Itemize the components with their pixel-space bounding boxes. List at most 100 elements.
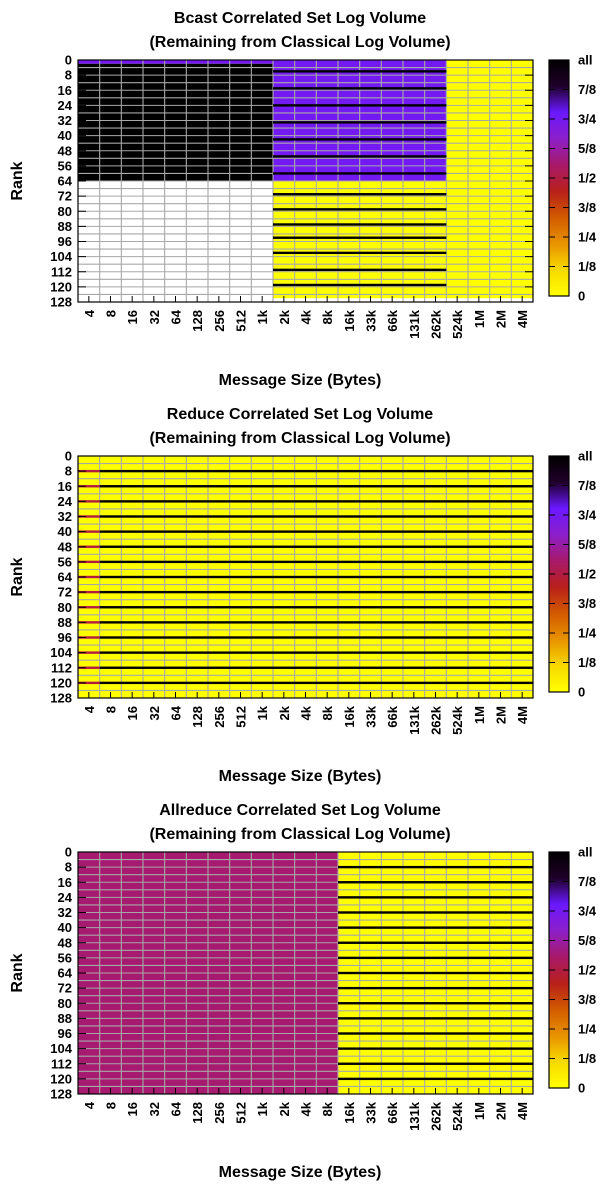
chart-title: Bcast Correlated Set Log Volume — [174, 10, 426, 27]
heatmap-row-line — [78, 606, 100, 609]
y-tick-label: 112 — [51, 1056, 72, 1071]
x-tick-label: 16 — [125, 706, 140, 720]
heatmap-row-line — [273, 236, 447, 239]
chart-title: Allreduce Correlated Set Log Volume — [159, 802, 441, 819]
colorbar-label: all — [578, 449, 592, 464]
heatmap-row-line — [78, 530, 100, 533]
heatmap-row-line — [273, 208, 447, 211]
colorbar-label: 0 — [578, 685, 585, 700]
x-tick-label: 2k — [277, 309, 292, 324]
heatmap-row-line — [273, 193, 447, 196]
y-tick-label: 40 — [58, 920, 72, 935]
x-axis-label: Message Size (Bytes) — [219, 1164, 382, 1181]
x-tick-label: 4M — [515, 310, 530, 328]
x-tick-label: 1k — [255, 705, 270, 720]
chart-subtitle: (Remaining from Classical Log Volume) — [149, 826, 450, 843]
heatmap-row-line — [338, 1032, 533, 1035]
colorbar-label: 7/8 — [578, 82, 596, 97]
x-tick-label: 32 — [147, 1102, 162, 1116]
heatmap-row-line — [338, 865, 533, 869]
heatmap-row-line — [338, 986, 533, 990]
heatmap-row-line — [338, 1077, 533, 1081]
x-tick-label: 4k — [299, 1101, 314, 1116]
y-tick-label: 16 — [58, 875, 72, 890]
x-tick-label: 32 — [147, 706, 162, 720]
heatmap-row-line — [273, 223, 447, 226]
y-tick-label: 128 — [50, 295, 72, 310]
colorbar-label: 1/8 — [578, 259, 596, 274]
y-tick-label: 0 — [65, 449, 72, 464]
heatmap-row-line — [78, 469, 100, 473]
chart-subtitle: (Remaining from Classical Log Volume) — [149, 34, 450, 51]
x-tick-label: 33k — [364, 309, 379, 331]
x-tick-label: 66k — [385, 1101, 400, 1123]
heatmap-row-line — [99, 575, 534, 579]
x-tick-label: 512 — [234, 706, 249, 728]
heatmap-row-line — [78, 485, 100, 488]
heatmap-figure-allreduce: Allreduce Correlated Set Log Volume (Rema… — [0, 792, 603, 1187]
y-tick-label: 112 — [51, 660, 72, 675]
heatmap-row-line — [99, 651, 534, 654]
heatmap-region — [78, 60, 273, 64]
heatmap-svg: Allreduce Correlated Set Log Volume (Rema… — [9, 802, 597, 1181]
x-tick-label: 16 — [125, 1102, 140, 1116]
y-tick-label: 88 — [58, 219, 72, 234]
heatmap-row-line — [273, 104, 447, 107]
y-tick-label: 8 — [65, 860, 72, 875]
heatmap-row-line — [99, 681, 534, 685]
colorbar-label: 3/8 — [578, 596, 596, 611]
heatmap-row-line — [273, 87, 447, 90]
x-tick-label: 8 — [104, 706, 119, 713]
x-tick-label: 4M — [515, 706, 530, 724]
y-tick-label: 8 — [65, 68, 72, 83]
heatmap-row-line — [273, 251, 447, 255]
y-tick-label: 0 — [65, 53, 72, 68]
x-tick-label: 33k — [364, 705, 379, 727]
heatmap-svg: Reduce Correlated Set Log Volume (Remaini… — [9, 406, 597, 785]
y-tick-label: 64 — [58, 966, 73, 981]
heatmap-row-line — [99, 530, 534, 533]
x-tick-label: 2M — [494, 1102, 509, 1120]
x-axis-label: Message Size (Bytes) — [219, 768, 382, 785]
heatmap-row-line — [99, 500, 534, 503]
x-tick-label: 4k — [299, 705, 314, 720]
colorbar-label: 1/4 — [578, 230, 597, 245]
chart-title: Reduce Correlated Set Log Volume — [167, 406, 434, 423]
y-tick-label: 16 — [58, 83, 72, 98]
heatmap-row-line — [99, 545, 534, 548]
heatmap-row-line — [99, 636, 534, 639]
heatmap-row-line — [78, 500, 100, 503]
heatmap-row-line — [338, 1002, 533, 1005]
x-tick-label: 262k — [429, 309, 444, 339]
x-tick-label: 2k — [277, 705, 292, 720]
x-tick-label: 4 — [82, 1101, 97, 1109]
y-tick-label: 64 — [58, 174, 73, 189]
x-tick-label: 262k — [429, 705, 444, 735]
colorbar-label: 7/8 — [578, 478, 596, 493]
y-axis-label: Rank — [9, 557, 26, 596]
heatmap-row-line — [273, 138, 447, 141]
heatmap-row-line — [338, 896, 533, 899]
x-tick-label: 1M — [472, 1102, 487, 1120]
y-tick-label: 72 — [58, 585, 72, 600]
colorbar-label: 7/8 — [578, 874, 596, 889]
colorbar-label: all — [578, 53, 592, 68]
x-tick-label: 1M — [472, 310, 487, 328]
colorbar-label: 3/8 — [578, 992, 596, 1007]
y-tick-label: 120 — [50, 675, 72, 690]
heatmap-row-line — [78, 560, 100, 564]
heatmap-figure-reduce: Reduce Correlated Set Log Volume (Remaini… — [0, 396, 603, 791]
heatmap-row-line — [338, 1047, 533, 1050]
colorbar-label: 1/4 — [578, 1022, 597, 1037]
y-tick-label: 104 — [50, 249, 72, 264]
x-tick-label: 256 — [212, 706, 227, 728]
y-tick-label: 104 — [50, 1041, 72, 1056]
y-tick-label: 32 — [58, 905, 72, 920]
y-tick-label: 120 — [50, 1071, 72, 1086]
y-tick-label: 88 — [58, 615, 72, 630]
y-tick-label: 32 — [58, 509, 72, 524]
y-tick-label: 112 — [51, 264, 72, 279]
y-tick-label: 48 — [58, 143, 72, 158]
colorbar-label: 3/4 — [578, 508, 597, 523]
heatmap-row-line — [273, 155, 447, 158]
